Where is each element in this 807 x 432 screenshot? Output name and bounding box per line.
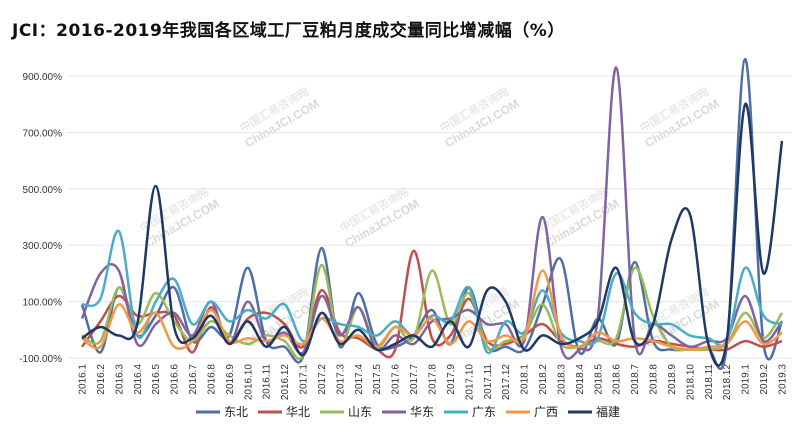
legend-item: 华东 bbox=[382, 405, 434, 419]
x-tick-label: 2018.10 bbox=[685, 364, 696, 401]
y-tick-label: 300.00% bbox=[23, 241, 63, 252]
x-tick-label: 2017.11 bbox=[483, 364, 494, 400]
y-tick-label: 900.00% bbox=[23, 72, 63, 83]
x-tick-label: 2018.2 bbox=[538, 364, 549, 395]
y-tick-label: 700.00% bbox=[23, 128, 63, 139]
legend-label: 华北 bbox=[286, 405, 310, 419]
x-tick-label: 2018.9 bbox=[667, 364, 678, 395]
legend-label: 华东 bbox=[410, 405, 434, 419]
legend-label: 广西 bbox=[534, 405, 558, 419]
x-tick-label: 2017.9 bbox=[446, 364, 457, 395]
gridlines bbox=[68, 75, 792, 359]
x-tick-label: 2018.12 bbox=[722, 364, 733, 401]
x-tick-label: 2017.6 bbox=[391, 364, 402, 395]
series-line-山东 bbox=[81, 263, 784, 361]
x-tick-label: 2017.1 bbox=[299, 364, 310, 395]
legend-label: 福建 bbox=[596, 404, 620, 419]
x-tick-label: 2017.3 bbox=[335, 364, 346, 395]
x-tick-label: 2018.5 bbox=[593, 364, 604, 395]
y-tick-label: 100.00% bbox=[23, 298, 63, 309]
x-tick-label: 2017.12 bbox=[501, 364, 512, 401]
x-axis-ticks: 2016.1 2016.2 2016.3 2016.4 2016.5 2016.6 2016… bbox=[78, 364, 789, 401]
x-tick-label: 2016.7 bbox=[188, 364, 199, 395]
x-tick-label: 2016.8 bbox=[206, 364, 217, 395]
y-tick-label: 500.00% bbox=[23, 185, 63, 196]
legend-item: 东北 bbox=[196, 405, 248, 419]
legend-item: 广西 bbox=[506, 405, 558, 419]
x-tick-label: 2016.4 bbox=[133, 364, 144, 395]
legend-label: 东北 bbox=[224, 405, 248, 419]
series-line-广东 bbox=[81, 229, 783, 355]
x-tick-label: 2017.2 bbox=[317, 364, 328, 395]
legend-item: 广东 bbox=[444, 405, 496, 419]
x-tick-label: 2018.11 bbox=[704, 364, 715, 400]
legend-label: 山东 bbox=[348, 405, 372, 419]
series-lines bbox=[80, 57, 784, 371]
chart-title: JCI：2016-2019年我国各区域工厂豆粕月度成交量同比增减幅（%） bbox=[12, 21, 565, 41]
x-tick-label: 2016.6 bbox=[170, 364, 181, 395]
x-tick-label: 2017.5 bbox=[372, 364, 383, 395]
x-tick-label: 2018.3 bbox=[556, 364, 567, 395]
x-tick-label: 2018.7 bbox=[630, 364, 641, 395]
x-tick-label: 2016.12 bbox=[280, 364, 291, 401]
x-tick-label: 2018.1 bbox=[520, 364, 531, 395]
legend: 东北 华北 山东 华东 广东 广西 福建 bbox=[196, 404, 620, 419]
x-tick-label: 2019.1 bbox=[741, 364, 752, 395]
x-tick-label: 2017.4 bbox=[354, 364, 365, 395]
y-axis-ticks: -100.00% 100.00% 300.00% 500.00% 700.00% 900.… bbox=[19, 72, 62, 365]
x-tick-label: 2016.10 bbox=[243, 364, 254, 401]
x-tick-label: 2016.2 bbox=[96, 364, 107, 395]
x-tick-label: 2016.3 bbox=[114, 364, 125, 395]
y-tick-label: -100.00% bbox=[19, 354, 62, 365]
legend-label: 广东 bbox=[472, 405, 496, 419]
x-tick-label: 2019.3 bbox=[778, 364, 789, 395]
x-tick-label: 2016.9 bbox=[225, 364, 236, 395]
x-tick-label: 2019.2 bbox=[759, 364, 770, 395]
x-tick-label: 2018.8 bbox=[649, 364, 660, 395]
x-tick-label: 2017.10 bbox=[464, 364, 475, 401]
x-tick-label: 2018.4 bbox=[575, 364, 586, 395]
legend-item: 华北 bbox=[258, 405, 310, 419]
x-tick-label: 2016.1 bbox=[78, 364, 89, 395]
x-tick-label: 2017.8 bbox=[428, 364, 439, 395]
legend-item: 福建 bbox=[568, 404, 620, 419]
x-tick-label: 2018.6 bbox=[612, 364, 623, 395]
series-line-福建 bbox=[81, 103, 784, 367]
x-tick-label: 2016.11 bbox=[262, 364, 273, 400]
legend-item: 山东 bbox=[320, 405, 372, 419]
x-tick-label: 2017.7 bbox=[409, 364, 420, 395]
x-tick-label: 2016.5 bbox=[151, 364, 162, 395]
